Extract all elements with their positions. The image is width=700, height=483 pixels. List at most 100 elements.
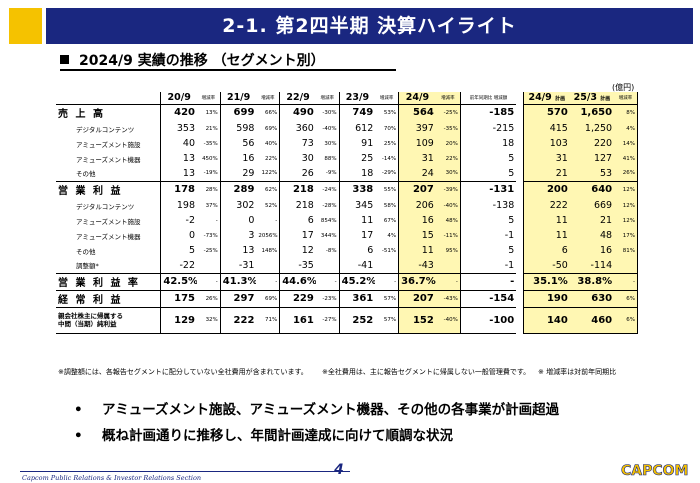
value-24-9-plan: 103	[522, 136, 570, 151]
pct-24-9: 95%	[435, 243, 461, 258]
capcom-logo: CAPCOM	[621, 463, 689, 480]
subtitle-text: 2024/9 実績の推移 （セグメント別）	[79, 53, 325, 69]
pct-20-9: 28%	[197, 180, 221, 198]
pct-21-9: -	[256, 272, 280, 290]
value-24-9-plan: 415	[522, 121, 570, 136]
value-25-3-plan: 1,650	[569, 103, 615, 121]
value-21-9: 41.3%	[219, 272, 257, 290]
value-24-9: 397	[398, 121, 436, 136]
value-21-9: 16	[219, 151, 257, 166]
table-row: アミューズメント施設 40 -35% 56 40% 73 30% 91 25% 109 20% 18 1…	[56, 136, 639, 151]
col-header-24-9: 24/9	[398, 92, 436, 105]
value-21-9: 289	[219, 180, 257, 198]
row-label: アミューズメント施設	[76, 140, 141, 149]
pct-23-9: 57%	[375, 289, 399, 307]
pct-20-9: -	[215, 217, 218, 224]
table-row: 売 上 高 420 13% 699 66% 490 -30% 749 53% 564 -25% -18…	[56, 103, 639, 121]
pct-20-9	[197, 258, 220, 273]
pct-25-3-plan: 6%	[614, 306, 639, 334]
page-title: 2-1. 第2四半期 決算ハイライト	[222, 15, 517, 37]
value-20-9: 40	[160, 136, 197, 151]
pct-23-9	[375, 258, 398, 273]
row-label: 売 上 高	[56, 103, 161, 121]
value-21-9: -31	[219, 258, 257, 273]
value-22-9: 218	[279, 198, 316, 213]
col-header-yoy-change: 前年同期比 増減額	[459, 92, 517, 105]
subtitle-underline	[60, 69, 396, 71]
square-bullet-icon	[60, 55, 69, 64]
pct-22-9: -40%	[322, 125, 337, 132]
value-23-9: 252	[338, 306, 376, 334]
value-yoy-change: 5	[459, 166, 517, 181]
table-row: アミューズメント施設 -2-0-6 854% 11 67% 16 48% 5 11 21 12%	[56, 213, 639, 228]
section-subtitle: 2024/9 実績の推移 （セグメント別）	[60, 50, 325, 70]
pct-25-3-plan: 41%	[614, 151, 639, 166]
value-22-9: 17	[279, 228, 316, 243]
col-header-25-3-plan: 25/3 計画	[569, 92, 615, 105]
value-20-9: 175	[160, 289, 197, 307]
table-row: アミューズメント機器 0 -73% 3 2056% 17 344% 17 4% 15 -11% -1 1…	[56, 228, 639, 243]
pct-25-3-plan: 14%	[614, 136, 639, 151]
row-label: デジタルコンテンツ	[76, 125, 135, 134]
value-23-9: 361	[338, 289, 376, 307]
value-21-9: 0	[219, 213, 257, 228]
pct-25-3-plan: 26%	[614, 166, 639, 181]
value-23-9: 45.2%	[338, 272, 376, 290]
pct-20-9: 26%	[197, 289, 221, 307]
value-20-9: -2	[160, 213, 197, 228]
value-24-9: 207	[398, 289, 436, 307]
value-20-9: 198	[160, 198, 197, 213]
pct-21-9: 52%	[264, 202, 278, 209]
pct-22-9: 854%	[320, 217, 337, 224]
value-22-9: 360	[279, 121, 316, 136]
row-label: 親会社株主に帰属する 中間（当期）純利益	[56, 306, 161, 334]
value-21-9: 297	[219, 289, 257, 307]
pct-22-9: -24%	[315, 180, 340, 198]
value-24-9: -43	[398, 258, 436, 273]
col-header-20-9: 20/9	[160, 92, 197, 105]
value-23-9: 91	[338, 136, 376, 151]
pct-25-3-plan: 8%	[614, 103, 639, 121]
bullet-dot-icon: •	[74, 402, 83, 418]
table-row: 営 業 利 益 178 28% 289 62% 218 -24% 338 55% 207 -39% -…	[56, 180, 639, 198]
value-24-9: 36.7%	[398, 272, 436, 290]
value-yoy-change: -215	[459, 121, 517, 136]
footer-text: Capcom Public Relations & Investor Relat…	[22, 474, 202, 482]
value-yoy-change: -	[459, 272, 517, 290]
value-21-9: 222	[219, 306, 257, 334]
pct-21-9: 148%	[261, 247, 278, 254]
bullet-item: • 概ね計画通りに推移し、年間計画達成に向けて順調な状況	[74, 423, 559, 449]
value-25-3-plan: 640	[569, 180, 615, 198]
pct-21-9: 69%	[264, 125, 278, 132]
row-label: その他	[76, 170, 96, 179]
pct-22-9: -9%	[325, 170, 337, 177]
pct-21-9: 22%	[264, 155, 278, 162]
value-21-9: 29	[219, 166, 257, 181]
value-24-9-plan: 140	[522, 306, 570, 334]
pct-23-9: 4%	[387, 232, 397, 239]
value-24-9: 16	[398, 213, 436, 228]
value-20-9: 0	[160, 228, 197, 243]
pct-22-9: 88%	[324, 155, 337, 162]
pct-21-9: 62%	[256, 180, 280, 198]
table-row: 親会社株主に帰属する 中間（当期）純利益 129 32% 222 71% 161 -27% 25…	[56, 306, 639, 334]
pct-20-9: -19%	[203, 170, 218, 177]
pct-23-9: 25%	[383, 140, 397, 147]
value-22-9: 490	[279, 103, 316, 121]
pct-23-9: 55%	[375, 180, 399, 198]
table-row: その他 5 -25% 13 148% 12 -8% 6 -51% 11 95% 5 6 16 81%	[56, 243, 639, 258]
value-23-9: 11	[338, 213, 376, 228]
page-number: 4	[334, 462, 344, 478]
row-label: アミューズメント機器	[76, 232, 141, 241]
pct-20-9: -35%	[203, 140, 218, 147]
pct-20-9: -	[197, 272, 221, 290]
col-header-23-9: 23/9	[338, 92, 376, 105]
value-25-3-plan: 53	[569, 166, 615, 181]
footer-line	[20, 471, 350, 472]
pct-24-9: -35%	[435, 121, 461, 136]
results-table: 20/9 増減率 21/9 増減率 22/9 増減率 23/9 増減率 24/9…	[56, 92, 639, 334]
pct-24-9: -43%	[435, 289, 461, 307]
value-20-9: -22	[160, 258, 197, 273]
value-22-9: -35	[279, 258, 316, 273]
pct-22-9: -	[315, 272, 340, 290]
